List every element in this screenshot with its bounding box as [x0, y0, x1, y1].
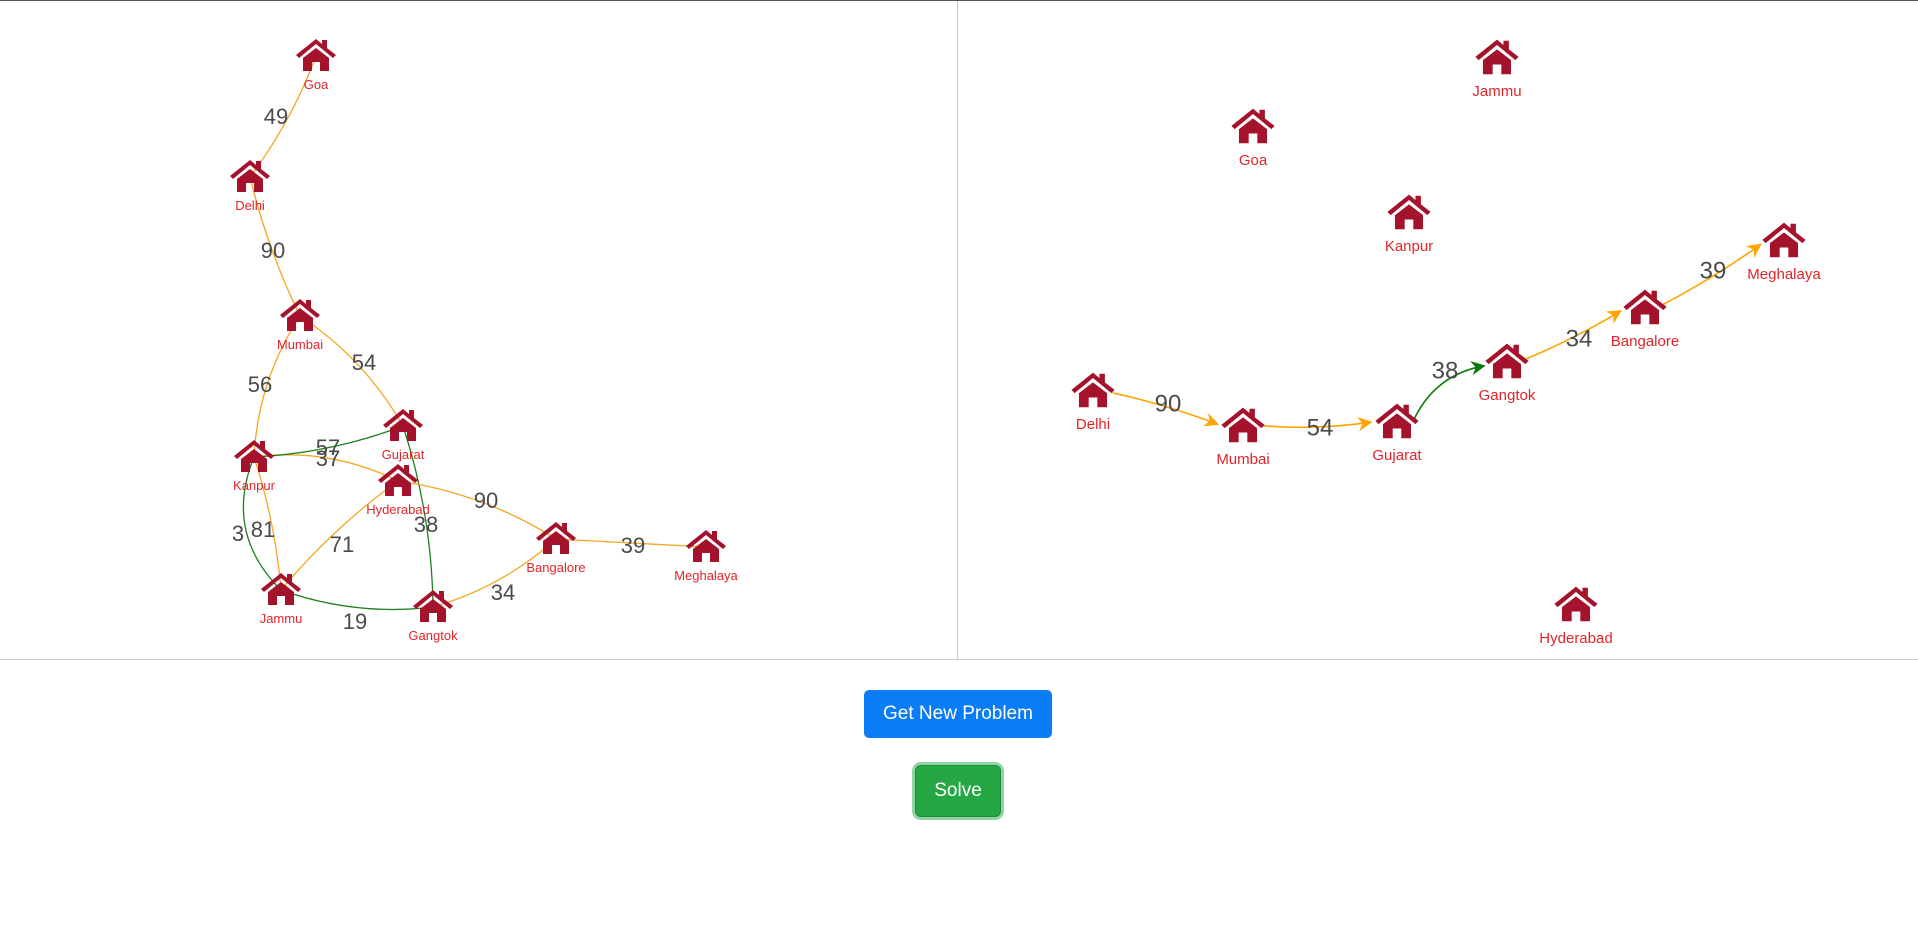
- problem-house-icon-jammu: [261, 573, 301, 605]
- solution-edge-gujarat-gangtok: [1413, 361, 1486, 419]
- problem-edge-weight: 38: [414, 512, 438, 537]
- problem-city-label-delhi: Delhi: [235, 198, 265, 213]
- problem-edge-weight: 56: [248, 372, 272, 397]
- solution-house-icon-gujarat: [1375, 403, 1419, 439]
- problem-house-icon-mumbai: [280, 299, 320, 331]
- solution-city-label-goa: Goa: [1239, 152, 1268, 169]
- solution-house-icon-jammu: [1475, 39, 1519, 75]
- problem-house-icon-meghalaya: [686, 530, 726, 562]
- problem-city-label-hyderabad: Hyderabad: [366, 502, 430, 517]
- solution-path: [1112, 243, 1762, 432]
- solution-edge-gangtok-bangalore: [1525, 310, 1623, 360]
- solution-graph-canvas: 90 54 38 34 39 Jammu Goa Kanpur Meghalaya Delhi Mu…: [1071, 39, 1821, 647]
- solution-city-label-kanpur: Kanpur: [1385, 238, 1433, 255]
- problem-city-label-bangalore: Bangalore: [526, 560, 585, 575]
- problem-edge-weight: 71: [330, 532, 354, 557]
- solution-house-icon-bangalore: [1623, 289, 1667, 325]
- problem-house-icon-hyderabad: [378, 464, 418, 496]
- problem-house-icon-gangtok: [413, 590, 453, 622]
- problem-edge-weight: 39: [621, 533, 645, 558]
- solution-house-icon-kanpur: [1387, 194, 1431, 230]
- solution-city-label-jammu: Jammu: [1472, 83, 1521, 100]
- solution-edge-weight: 39: [1700, 257, 1727, 284]
- problem-edge-weight: 90: [474, 488, 498, 513]
- solution-city-label-bangalore: Bangalore: [1611, 333, 1679, 350]
- problem-edge-weight: 57: [316, 435, 340, 460]
- solution-edge-weight: 34: [1566, 325, 1593, 352]
- problem-edge-hyderabad-bangalore: [397, 480, 557, 540]
- problem-city-label-mumbai: Mumbai: [277, 337, 323, 352]
- solution-graph-panel: 90 54 38 34 39 Jammu Goa Kanpur Meghalaya Delhi Mu…: [958, 1, 1918, 660]
- solution-city-label-hyderabad: Hyderabad: [1539, 630, 1612, 647]
- solution-city-label-delhi: Delhi: [1076, 416, 1110, 433]
- problem-edge-weight: 3: [232, 521, 244, 546]
- problem-city-label-goa: Goa: [304, 77, 329, 92]
- solution-edge-weight: 54: [1307, 414, 1334, 441]
- solution-house-icon-meghalaya: [1762, 222, 1806, 258]
- problem-edge-weight: 90: [261, 238, 285, 263]
- solution-edge-mumbai-gujarat: [1262, 416, 1373, 432]
- problem-graph-panel: 49 90 56 54 57 37 3 81 38 90 71 39 34 19 Goa Delhi Mumba…: [0, 1, 958, 660]
- problem-edge-weight: 19: [343, 609, 367, 634]
- problem-edge-delhi-mumbai: [249, 176, 301, 317]
- solution-city-label-gangtok: Gangtok: [1479, 387, 1536, 404]
- problem-edge-gujarat-gangtok: [402, 425, 434, 608]
- problem-edge-kanpur-jammu: [242, 456, 282, 591]
- problem-city-label-kanpur: Kanpur: [233, 478, 276, 493]
- problem-city-label-gujarat: Gujarat: [382, 447, 425, 462]
- problem-edge-weight: 54: [352, 350, 376, 375]
- solution-edge-weight: 38: [1432, 357, 1459, 384]
- solve-button[interactable]: Solve: [915, 765, 1001, 817]
- problem-city-label-meghalaya: Meghalaya: [674, 568, 738, 583]
- solution-city-label-gujarat: Gujarat: [1372, 447, 1422, 464]
- solution-city-label-meghalaya: Meghalaya: [1747, 266, 1821, 283]
- problem-edge-hyderabad-jammu: [280, 480, 399, 591]
- solution-edge-weight: 90: [1155, 390, 1182, 417]
- solution-edge-bangalore-meghalaya: [1662, 243, 1762, 306]
- problem-edges: [242, 55, 707, 611]
- solution-city-label-mumbai: Mumbai: [1216, 451, 1269, 468]
- problem-house-icon-goa: [296, 39, 336, 71]
- get-new-problem-button[interactable]: Get New Problem: [864, 690, 1052, 738]
- solution-house-icon-gangtok: [1485, 343, 1529, 379]
- problem-edge-weight: 49: [264, 104, 288, 129]
- problem-edge-weight: 37: [316, 446, 340, 471]
- problem-city-label-gangtok: Gangtok: [408, 628, 458, 643]
- problem-edge-weight: 34: [491, 580, 515, 605]
- solution-house-icon-mumbai: [1221, 407, 1265, 443]
- problem-city-label-jammu: Jammu: [260, 611, 303, 626]
- problem-house-icon-gujarat: [383, 409, 423, 441]
- solution-house-icon-delhi: [1071, 372, 1115, 408]
- problem-edge-weight: 81: [251, 517, 275, 542]
- problem-edge-jammu-gangtok: [280, 589, 434, 611]
- problem-house-icon-kanpur: [234, 440, 274, 472]
- solution-edge-delhi-mumbai: [1112, 392, 1220, 427]
- top-border: [0, 0, 1918, 1]
- problem-edge-mumbai-kanpur: [253, 315, 301, 458]
- problem-house-icon-bangalore: [536, 522, 576, 554]
- problem-house-icon-delhi: [230, 160, 270, 192]
- solution-house-icon-goa: [1231, 108, 1275, 144]
- problem-edge-mumbai-gujarat: [299, 315, 404, 427]
- solution-house-icon-hyderabad: [1554, 586, 1598, 622]
